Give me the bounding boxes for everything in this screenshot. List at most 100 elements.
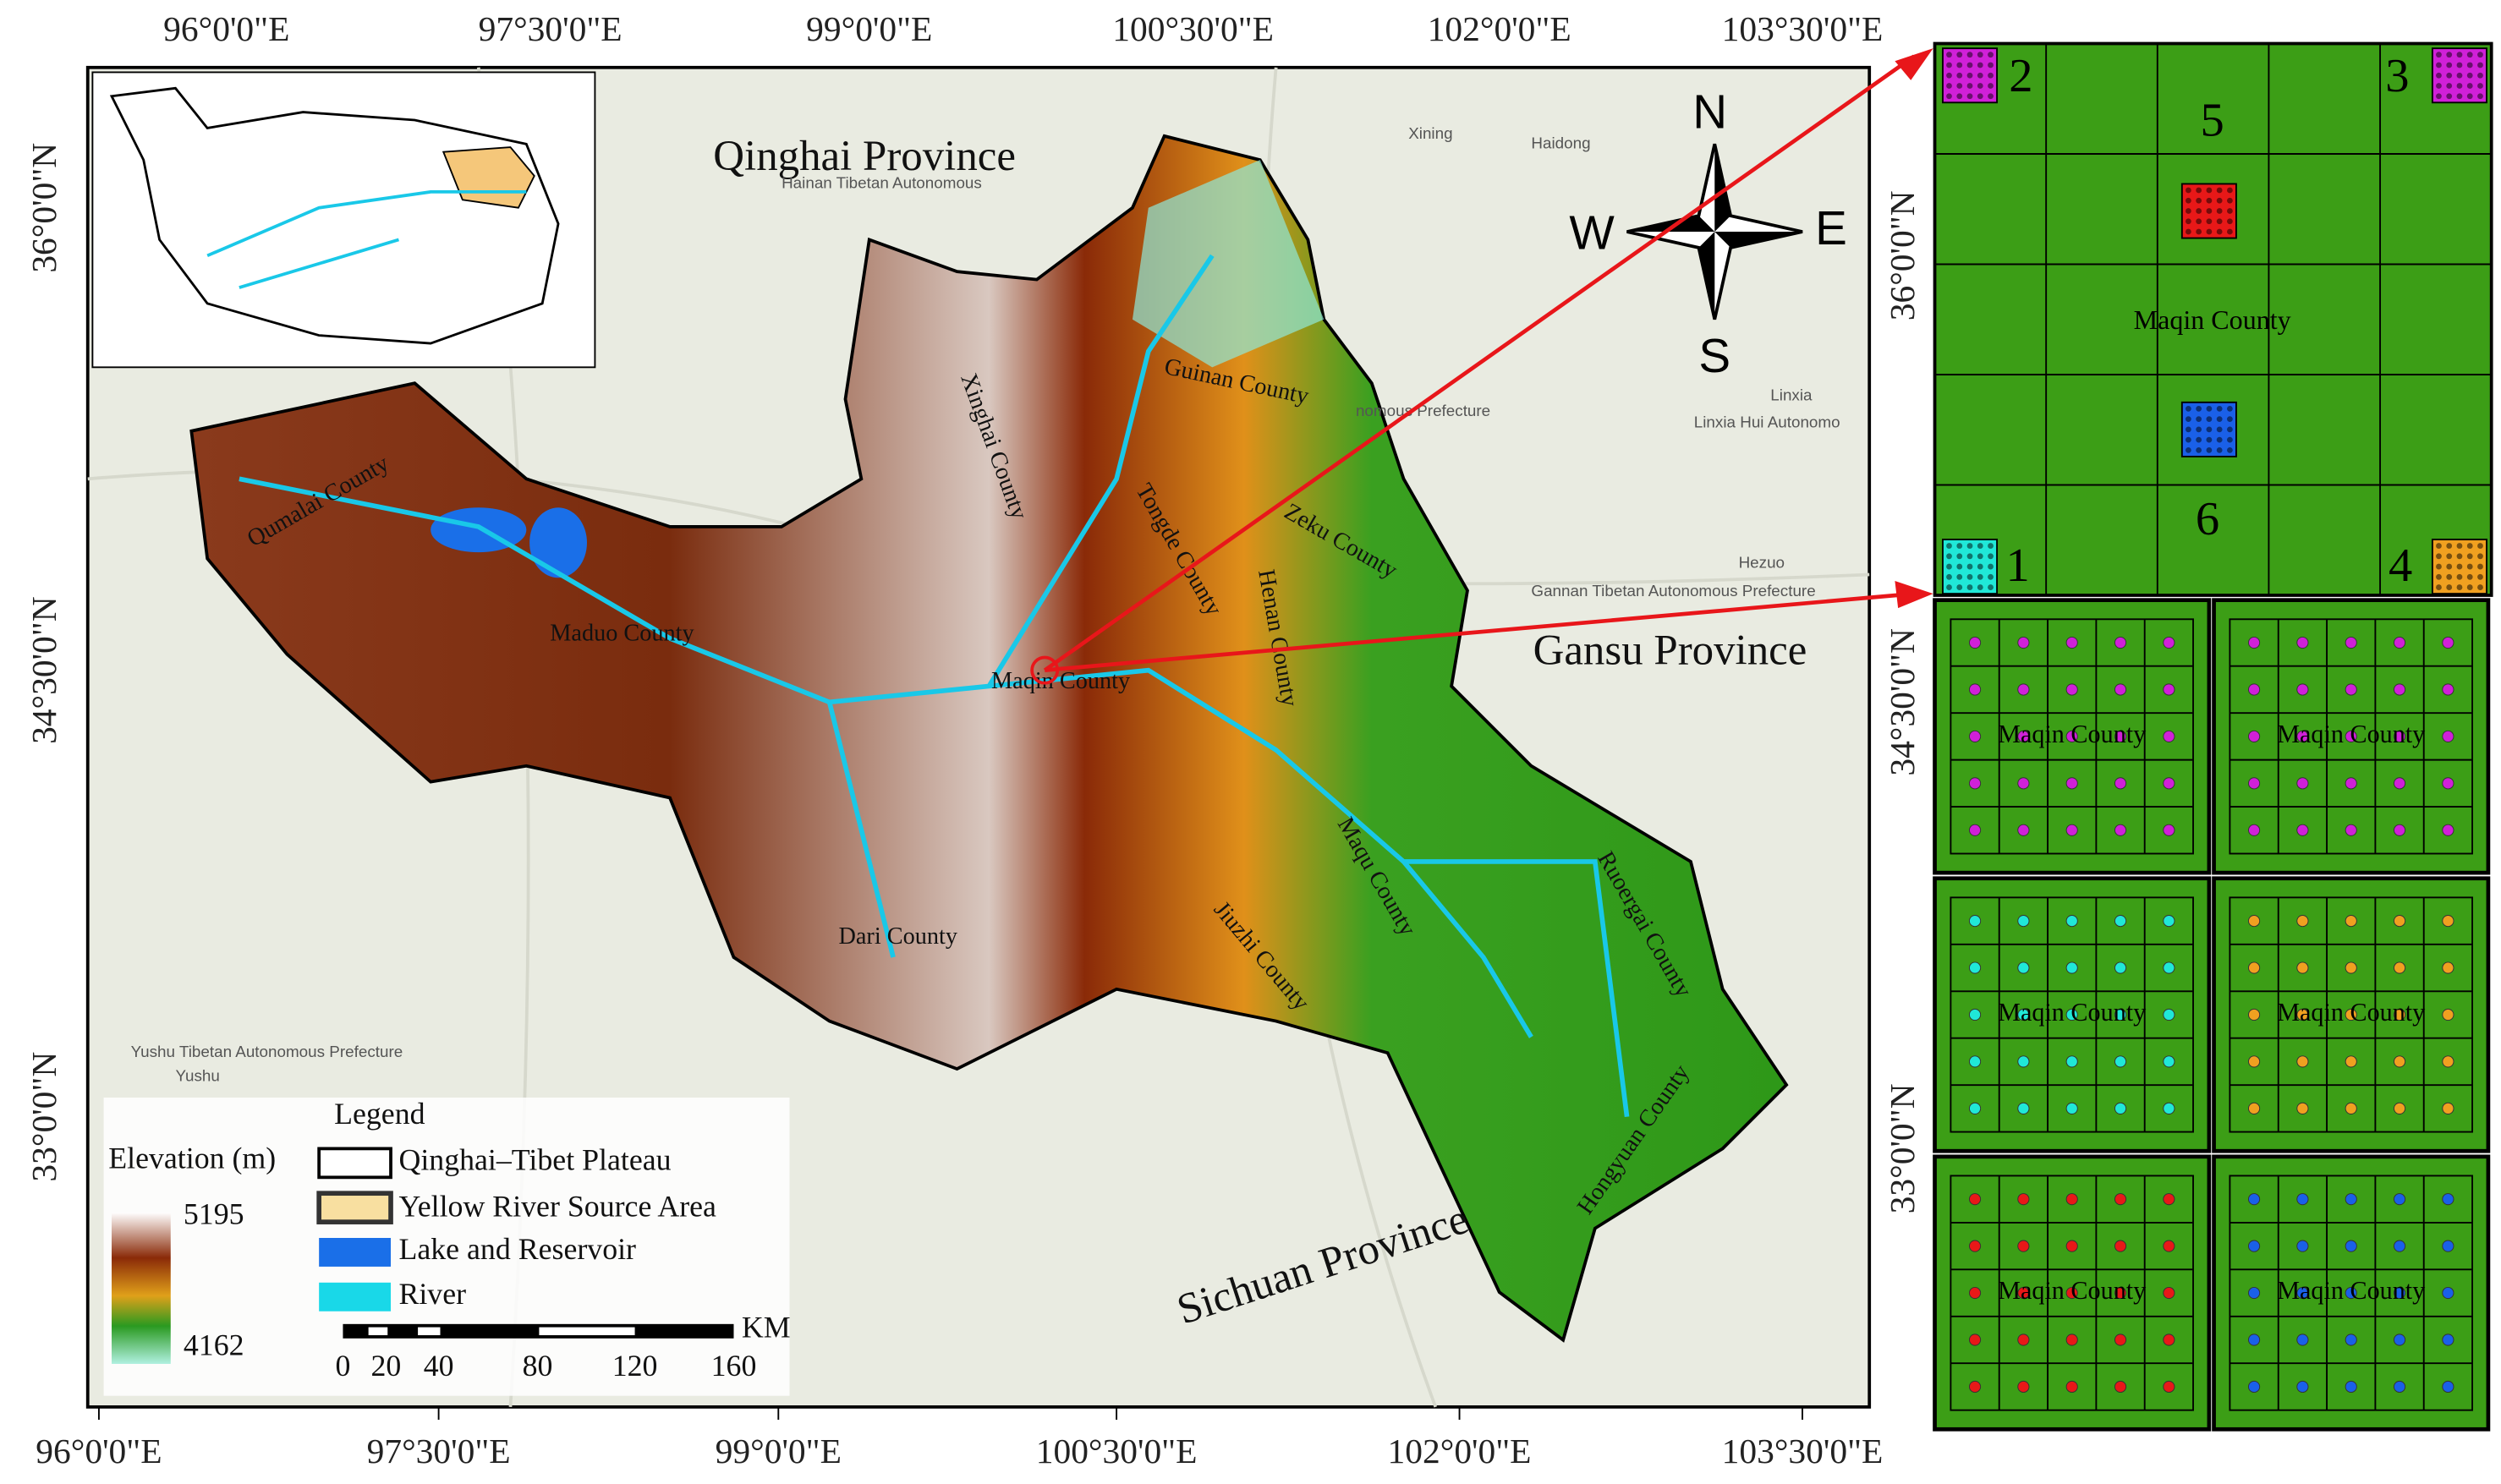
sample-dot: [2227, 218, 2233, 225]
sample-dot: [1946, 62, 1952, 68]
sample-dot: [2436, 553, 2442, 560]
sample-point: [2345, 683, 2357, 696]
sample-point: [2114, 683, 2127, 696]
sample-dot: [2466, 543, 2473, 549]
legend-item: Yellow River Source Area: [398, 1189, 716, 1223]
lon-label: 103°30'0"E: [1722, 1432, 1884, 1470]
sample-dot: [2206, 228, 2213, 235]
arrow: [1045, 591, 1915, 672]
sample-dot: [2436, 543, 2442, 549]
sample-point: [1968, 1008, 1982, 1021]
sample-point: [2017, 1102, 2030, 1114]
basemap-label: Gannan Tibetan Autonomous Prefecture: [1531, 582, 1815, 600]
sample-point: [2247, 1008, 2261, 1021]
sample-point: [2065, 1055, 2078, 1068]
sample-point: [2017, 683, 2030, 696]
sample-point: [2114, 1193, 2127, 1206]
sample-point: [2247, 915, 2261, 928]
arrow: [1043, 54, 1916, 672]
basemap-label: Linxia: [1770, 386, 1813, 403]
legend-title: Legend: [334, 1097, 425, 1131]
sample-point: [2345, 1240, 2357, 1252]
sample-point: [2247, 1055, 2261, 1068]
sample-point: [2114, 824, 2127, 836]
sample-dot: [2216, 228, 2223, 235]
sample-point: [2163, 683, 2175, 696]
sample-dot: [2206, 426, 2213, 433]
compass-shade: [1626, 144, 1803, 320]
sample-dot: [2446, 584, 2453, 590]
sample-dot: [1966, 52, 1973, 58]
sample-dot: [2227, 187, 2233, 194]
elev-max: 5195: [184, 1197, 244, 1231]
sample-point: [2442, 777, 2454, 790]
sample-point: [1968, 683, 1982, 696]
sample-dot: [2206, 197, 2213, 204]
sample-point: [2017, 636, 2030, 649]
sample-point: [2345, 1055, 2357, 1068]
sample-dot: [2456, 543, 2463, 549]
sample-dot: [2206, 208, 2213, 214]
sample-point: [2114, 1286, 2127, 1300]
sample-dot: [1977, 52, 1983, 58]
sample-dot: [2227, 208, 2233, 214]
lon-label: 96°0'0"E: [36, 1432, 162, 1470]
sample-dot: [1946, 563, 1952, 570]
sample-dot: [1977, 563, 1983, 570]
sample-point: [2163, 1055, 2175, 1068]
sample-dot: [2436, 83, 2442, 89]
sample-label: Maqin County: [2277, 998, 2425, 1027]
sample-point: [2393, 777, 2406, 790]
sample-point: [2247, 777, 2261, 790]
sample-point: [2296, 777, 2309, 790]
sample-dot: [2196, 197, 2202, 204]
sample-dot: [2477, 72, 2483, 79]
sample-point: [2114, 1008, 2127, 1021]
sample-dot: [2477, 83, 2483, 89]
compass-e: E: [1815, 201, 1847, 255]
lat-label: 33°0'0"N: [25, 1052, 63, 1182]
basemap-label: Haidong: [1531, 134, 1590, 151]
sample-dot: [2477, 563, 2483, 570]
sample-dot: [2185, 197, 2191, 204]
sample-dot: [2216, 208, 2223, 214]
sample-point: [2296, 1055, 2309, 1068]
sample-dot: [2216, 426, 2223, 433]
legend-elev-title: Elevation (m): [108, 1142, 276, 1175]
sample-dot: [2477, 52, 2483, 58]
sample-point: [1968, 777, 1982, 790]
sample-point: [2247, 961, 2261, 974]
sample-point: [2065, 1240, 2078, 1252]
maqin-marker: [1030, 655, 1060, 685]
sample-dot: [1977, 93, 1983, 100]
sample-dot: [2446, 93, 2453, 100]
sample-point: [2065, 1102, 2078, 1114]
sample-point: [2296, 730, 2309, 742]
scale-tick: 160: [711, 1349, 757, 1383]
compass-n: N: [1692, 85, 1727, 138]
sample-point: [2442, 1333, 2454, 1346]
scale-bar-seg: [418, 1327, 441, 1336]
lon-label: 100°30'0"E: [1112, 9, 1274, 48]
sample-point: [2114, 1380, 2127, 1394]
sample-dot: [2206, 436, 2213, 443]
lon-label: 97°30'0"E: [367, 1432, 511, 1470]
sample-point: [2442, 1055, 2454, 1068]
sample-point: [1968, 1286, 1982, 1300]
sample-dot: [1988, 93, 1994, 100]
compass: N S W E: [1569, 85, 1846, 382]
sample-label: Maqin County: [2277, 1276, 2425, 1305]
sample-point: [2065, 824, 2078, 836]
sample-point: [2247, 1193, 2261, 1206]
sample-point: [2163, 1286, 2175, 1300]
legend-item: River: [398, 1277, 466, 1311]
sample-dot: [2206, 405, 2213, 412]
sample-dot: [2456, 573, 2463, 580]
sample-point: [2393, 1193, 2406, 1206]
sample-dot: [2185, 405, 2191, 412]
sample-dot: [2456, 52, 2463, 58]
sample-point: [1968, 1102, 1982, 1114]
sample-dot: [2227, 405, 2233, 412]
sample-dot: [2196, 405, 2202, 412]
sample-dot: [1956, 72, 1963, 79]
